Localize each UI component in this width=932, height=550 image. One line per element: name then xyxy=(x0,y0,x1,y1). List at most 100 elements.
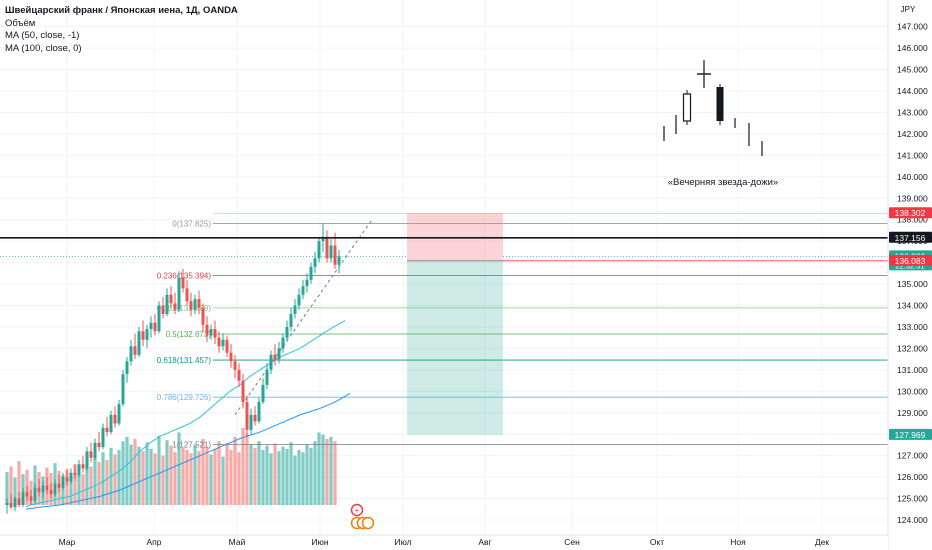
price-tick-label: 145.000 xyxy=(897,65,928,75)
candle-body xyxy=(233,361,237,370)
volume-bar xyxy=(257,441,261,505)
trend-line xyxy=(234,219,373,416)
candle-body xyxy=(213,329,217,338)
candle-body xyxy=(245,402,249,430)
grid-lines xyxy=(0,0,888,535)
volume-bar xyxy=(293,455,297,505)
volume-bar xyxy=(9,466,13,505)
candle-body xyxy=(281,337,285,349)
candle-body xyxy=(89,451,93,458)
price-tick-label: 146.000 xyxy=(897,43,928,53)
candle-body xyxy=(29,496,33,501)
volume-bar xyxy=(245,433,249,505)
candle-body xyxy=(185,288,189,302)
ma100-legend[interactable]: MA (100, close, 0) xyxy=(5,42,82,54)
time-tick-label: Авг xyxy=(478,537,491,547)
price-tick-label: 124.000 xyxy=(897,515,928,525)
candle-body xyxy=(161,305,165,315)
candle-body xyxy=(57,483,61,488)
candle-body xyxy=(169,294,173,304)
price-badge xyxy=(889,428,932,440)
fib-level-label: 0.5(132.673) xyxy=(166,330,212,339)
target-zone xyxy=(407,260,503,435)
candle-body xyxy=(165,294,169,315)
volume-bar xyxy=(189,453,193,505)
price-axis-bg xyxy=(888,0,932,550)
candle-body xyxy=(5,502,9,505)
volume-bar xyxy=(209,454,213,505)
candle-body xyxy=(273,354,277,360)
volume-bar xyxy=(277,451,281,505)
candle-body xyxy=(25,492,29,497)
price-tick-label: 133.000 xyxy=(897,322,928,332)
candle-body xyxy=(105,427,109,433)
price-tick-label: 132.000 xyxy=(897,343,928,353)
evening-star-illustration: «Вечерняя звезда-дожи» xyxy=(663,60,778,188)
volume-bar xyxy=(93,456,97,505)
price-badge-label: 137.156 xyxy=(895,233,926,243)
volume-bar xyxy=(157,435,161,505)
candle-body xyxy=(337,256,341,265)
candle-body xyxy=(285,326,289,338)
volume-legend[interactable]: Объём xyxy=(5,17,36,29)
fib-level-label: 0.236(135.394) xyxy=(157,272,212,281)
candle-body xyxy=(193,299,197,310)
candle-body xyxy=(61,477,65,488)
ma50-line xyxy=(25,320,346,508)
candlesticks xyxy=(5,223,341,514)
candle-body xyxy=(209,329,213,336)
volume-bar xyxy=(13,477,17,505)
ma100-line xyxy=(25,393,351,510)
ma50-legend[interactable]: MA (50, close, -1) xyxy=(5,30,80,41)
volume-bar xyxy=(241,428,245,505)
volume-bar xyxy=(105,459,109,505)
candle-body xyxy=(293,305,297,315)
candle-body xyxy=(145,329,149,340)
candle-body xyxy=(133,346,137,355)
fib-level-label: 0(137.825) xyxy=(172,219,211,228)
candle-body xyxy=(217,337,221,347)
candle-body xyxy=(249,414,253,430)
volume-bar xyxy=(65,468,69,505)
candle-body xyxy=(73,472,77,475)
volume-bar xyxy=(313,441,317,505)
volume-bar xyxy=(77,472,81,505)
volume-bar xyxy=(261,450,265,505)
volume-bar xyxy=(221,456,225,505)
volume-bar xyxy=(153,453,157,505)
plus-icon[interactable]: + xyxy=(355,506,360,515)
price-tick-label: 141.000 xyxy=(897,150,928,160)
candle-body xyxy=(65,477,69,482)
candle-body xyxy=(237,369,241,381)
volume-bar xyxy=(113,454,117,505)
candle-body xyxy=(125,361,129,375)
candle-body xyxy=(173,303,177,310)
pattern-annotation: «Вечерняя звезда-дожи» xyxy=(668,177,778,188)
volume-bar xyxy=(305,444,309,505)
symbol-title[interactable]: Швейцарский франк / Японская иена, 1Д, O… xyxy=(5,5,238,16)
candle-body xyxy=(9,502,13,508)
candle-body xyxy=(149,322,153,330)
fibonacci-retracement: 0(137.825) 0.236(135.394) 0.382(133.889) 0.… xyxy=(157,219,888,449)
volume-bar xyxy=(225,443,229,505)
volume-bar xyxy=(185,450,189,505)
volume-bar xyxy=(177,432,181,505)
price-tick-label: 140.000 xyxy=(897,172,928,182)
candle-body xyxy=(101,427,105,448)
volume-bar xyxy=(73,464,77,505)
volume-bar xyxy=(193,444,197,505)
volume-bar xyxy=(317,432,321,505)
volume-bar xyxy=(281,446,285,505)
volume-bar xyxy=(265,445,269,505)
volume-bar xyxy=(133,439,137,505)
volume-bar xyxy=(289,442,293,505)
candle-body xyxy=(317,241,321,259)
candle-body xyxy=(225,339,229,353)
chart-legend: Швейцарский франк / Японская иена, 1Д, O… xyxy=(5,5,238,55)
volume-bar xyxy=(253,447,257,505)
candle-body xyxy=(181,277,185,289)
fib-level-label: 0.618(131.457) xyxy=(157,356,212,365)
candle-body xyxy=(269,354,273,370)
candle-body xyxy=(33,487,37,501)
